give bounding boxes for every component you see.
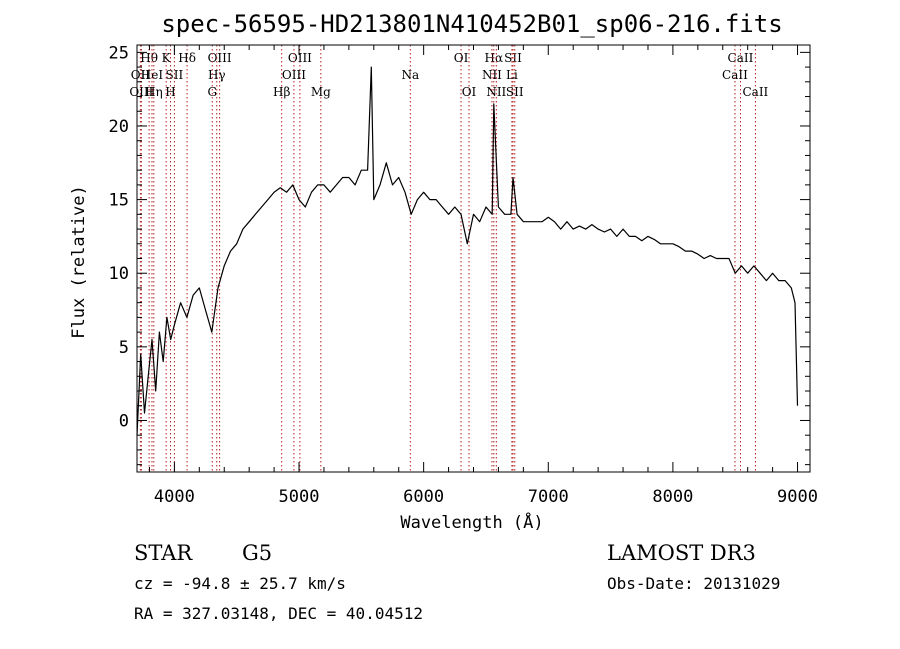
line-marker-label-22: SII: [504, 51, 522, 65]
line-marker-label-11: G: [207, 85, 217, 99]
chart-title: spec-56595-HD213801N410452B01_sp06-216.f…: [161, 10, 782, 38]
y-tick-label-25: 25: [109, 43, 129, 63]
line-marker-label-3: HeI: [141, 68, 164, 82]
line-marker-label-15: Mg: [311, 85, 331, 99]
line-marker-label-17: OI: [454, 51, 469, 65]
x-tick-label-6000: 6000: [403, 487, 444, 507]
plot-frame: [136, 44, 811, 473]
line-marker-label-6: SII: [166, 68, 184, 82]
line-marker-label-5: K: [162, 51, 172, 65]
object-subclass: G5: [242, 541, 272, 565]
line-marker-label-23: Li: [506, 68, 518, 82]
line-marker-label-7: H: [165, 85, 175, 99]
observation-date: Obs-Date: 20131029: [607, 574, 780, 593]
redshift-velocity: cz = -94.8 ± 25.7 km/s: [134, 574, 346, 593]
line-marker-label-14: OIII: [282, 68, 306, 82]
line-marker-label-0: OII: [131, 68, 151, 82]
line-marker-label-10: Hγ: [208, 68, 226, 82]
x-tick-label-4000: 4000: [154, 487, 195, 507]
y-tick-label-0: 0: [119, 411, 129, 431]
object-class: STAR: [134, 541, 193, 565]
line-markers: OII OIII Hθ HeI Hη K SII H Hδ OIII Hγ G Hβ OIII OIII Mg…: [129, 45, 769, 472]
line-marker-label-9: OIII: [208, 51, 232, 65]
y-tick-label-15: 15: [109, 191, 129, 211]
x-tick-label-9000: 9000: [777, 487, 818, 507]
y-axis-label: Flux (relative): [69, 185, 89, 339]
x-tick-label-7000: 7000: [528, 487, 569, 507]
line-marker-label-26: CaII: [722, 68, 748, 82]
line-marker-label-18: OI: [462, 85, 477, 99]
spectrum-line-0: [136, 66, 799, 436]
line-marker-label-16: Na: [401, 68, 419, 82]
line-marker-label-24: SII: [506, 85, 524, 99]
y-tick-label-5: 5: [119, 338, 129, 358]
spectrum-series: [136, 66, 799, 436]
line-marker-label-4: Hη: [145, 85, 163, 99]
axis-ticks: 4000 5000 6000 7000 8000 9000 0 5 10 15 20 25: [109, 43, 818, 507]
line-marker-label-12: Hβ: [273, 85, 290, 99]
coordinates: RA = 327.03148, DEC = 40.04512: [134, 604, 423, 623]
line-marker-label-19: Hα: [485, 51, 504, 65]
y-tick-label-20: 20: [109, 117, 129, 137]
y-tick-label-10: 10: [109, 264, 129, 284]
line-marker-label-20: NII: [482, 68, 502, 82]
x-tick-label-5000: 5000: [279, 487, 320, 507]
x-axis-label: Wavelength (Å): [400, 511, 543, 533]
line-marker-label-13: OIII: [288, 51, 312, 65]
line-marker-label-27: CaII: [742, 85, 768, 99]
line-marker-label-2: Hθ: [140, 51, 158, 65]
line-marker-label-1: OIII: [129, 85, 153, 99]
x-tick-label-8000: 8000: [652, 487, 693, 507]
line-marker-label-8: Hδ: [178, 51, 196, 65]
survey-name: LAMOST DR3: [607, 541, 756, 565]
line-marker-label-21: NII: [486, 85, 506, 99]
line-marker-label-25: CaII: [728, 51, 754, 65]
